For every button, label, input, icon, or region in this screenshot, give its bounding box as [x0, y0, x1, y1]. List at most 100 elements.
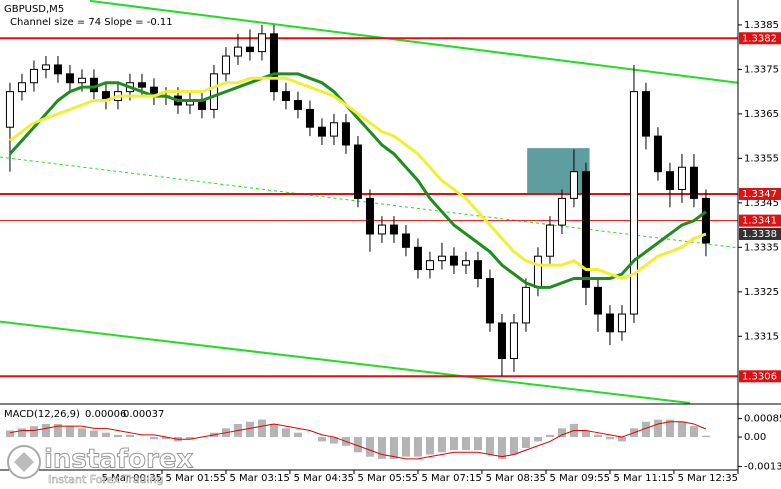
- macd-bar: [497, 437, 506, 459]
- y-tick-label: 1.3375: [744, 64, 779, 75]
- candle-body: [41, 64, 50, 70]
- macd-bar: [281, 428, 290, 438]
- y-tick-label: 1.3335: [744, 242, 779, 253]
- candle-body: [665, 171, 674, 190]
- macd-bar: [557, 428, 566, 438]
- x-tick-label: 5 Mar 12:35: [678, 473, 738, 484]
- x-tick-label: 5 Mar 07:15: [422, 473, 482, 484]
- macd-bar: [113, 434, 122, 438]
- macd-y-tick-label: 0.00085: [744, 414, 781, 425]
- macd-signal: [9, 421, 707, 460]
- macd-bar: [101, 432, 110, 438]
- macd-histogram-value: 0.00006: [85, 409, 126, 420]
- logo-tagline: Instant Forex Trading: [48, 473, 164, 486]
- candle-body: [641, 91, 650, 137]
- candle-body: [293, 100, 302, 110]
- macd-y-tick-label: 0.00: [744, 432, 766, 443]
- macd-bar: [365, 437, 374, 457]
- macd-bar: [5, 430, 14, 438]
- candle-body: [245, 46, 254, 53]
- macd-bar: [185, 437, 194, 440]
- macd-bar: [149, 437, 158, 440]
- candle-body: [257, 33, 266, 53]
- logo-brand: instaforex: [44, 445, 194, 475]
- macd-bar: [353, 437, 362, 453]
- candle-body: [461, 260, 470, 266]
- candle-body: [365, 197, 374, 235]
- candle-body: [341, 122, 350, 146]
- x-tick-label: 5 Mar 08:35: [486, 473, 546, 484]
- level-label: 1.3306: [742, 371, 777, 382]
- candle-body: [545, 224, 554, 257]
- macd-bar: [461, 437, 470, 451]
- level-label-box: [739, 32, 781, 45]
- channel-line: [89, 0, 739, 84]
- macd-bar: [437, 437, 446, 453]
- macd-bar: [617, 437, 626, 442]
- level-label: 1.3341: [742, 216, 777, 227]
- y-tick-label: 1.3355: [744, 153, 779, 164]
- candle-body: [557, 197, 566, 226]
- current-price-box: [739, 227, 781, 240]
- macd-bar: [245, 421, 254, 438]
- macd-bar: [425, 437, 434, 455]
- candle-body: [449, 255, 458, 266]
- macd-bar: [605, 437, 614, 440]
- candle-body: [653, 135, 662, 173]
- macd-bar: [29, 426, 38, 438]
- moving-average: [9, 76, 707, 281]
- macd-signal-value: 0.00037: [123, 409, 164, 420]
- candle-body: [593, 286, 602, 315]
- candle-body: [5, 91, 14, 128]
- macd-bar: [473, 437, 482, 451]
- x-tick-label: 5 Mar 00:35: [102, 473, 162, 484]
- macd-bar: [389, 437, 398, 459]
- candle-body: [677, 166, 686, 190]
- level-label: 1.3382: [742, 33, 777, 44]
- x-tick-label: 5 Mar 05:55: [358, 473, 418, 484]
- candle-body: [269, 33, 278, 93]
- macd-bar: [581, 430, 590, 438]
- macd-bar: [53, 423, 62, 438]
- candle-body: [137, 82, 146, 88]
- candle-body: [413, 246, 422, 271]
- macd-bar: [533, 437, 542, 442]
- candle-body: [473, 260, 482, 279]
- candle-body: [281, 91, 290, 102]
- macd-bar: [521, 437, 530, 448]
- candle-body: [485, 277, 494, 324]
- x-tick-label: 5 Mar 11:15: [614, 473, 674, 484]
- macd-bar: [593, 434, 602, 438]
- macd-bar: [161, 437, 170, 440]
- plot-area: [0, 0, 739, 460]
- level-label-box: [739, 370, 781, 383]
- candle-body: [65, 73, 74, 84]
- candle-body: [305, 108, 314, 128]
- candle-body: [317, 126, 326, 137]
- candle-body: [209, 73, 218, 110]
- macd-title: MACD(12,26,9): [4, 409, 80, 420]
- macd-bar: [329, 437, 338, 444]
- symbol-title: GBPUSD,M5: [4, 4, 64, 15]
- macd-bar: [377, 437, 386, 459]
- candle-body: [617, 313, 626, 333]
- macd-bar: [401, 437, 410, 457]
- candle-body: [425, 260, 434, 271]
- macd-bar: [641, 421, 650, 438]
- macd-bar: [701, 435, 710, 438]
- macd-bar: [77, 428, 86, 438]
- candle-body: [689, 166, 698, 199]
- candle-body: [53, 64, 62, 75]
- macd-bar: [41, 423, 50, 438]
- y-tick-label: 1.3385: [744, 20, 779, 31]
- y-tick-label: 1.3365: [744, 109, 779, 120]
- x-tick-label: 5 Mar 04:35: [294, 473, 354, 484]
- macd-bar: [509, 437, 518, 455]
- level-label-box: [739, 187, 781, 200]
- candle-body: [233, 46, 242, 57]
- macd-y-tick-label: -0.00135: [744, 461, 781, 472]
- candle-body: [629, 91, 638, 315]
- y-tick-label: 1.3345: [744, 198, 779, 209]
- level-label: 1.3347: [742, 189, 777, 200]
